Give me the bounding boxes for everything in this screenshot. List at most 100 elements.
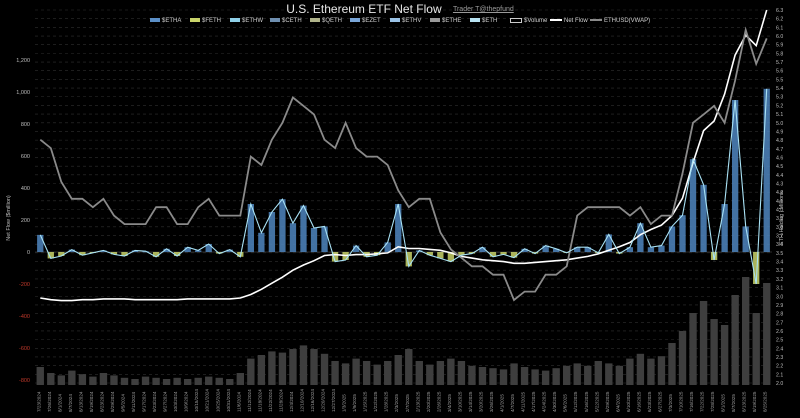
x-tick-label: 6/27/2025 bbox=[657, 391, 662, 412]
net-flow-bar bbox=[226, 249, 233, 252]
volume-bar bbox=[668, 343, 676, 385]
legend-swatch bbox=[430, 18, 440, 23]
volume-bar bbox=[731, 295, 739, 385]
volume-bar bbox=[763, 283, 771, 385]
legend-item[interactable]: $ETHV bbox=[390, 18, 421, 24]
y-tick-label-right: 3.5 bbox=[776, 251, 783, 257]
net-flow-bar bbox=[47, 252, 54, 259]
legend-item[interactable]: $ETHA bbox=[150, 18, 181, 24]
y-axis-left-ticks: 1,200 1,000 800 600 400 200 0 -200 -400 -600 -800 bbox=[16, 58, 30, 384]
y-tick-label-right: 5.8 bbox=[776, 51, 783, 57]
x-tick-label: 8/1/2025 bbox=[721, 394, 726, 412]
legend-item[interactable]: $EZET bbox=[350, 18, 381, 24]
x-tick-label: 1/28/2025 bbox=[384, 391, 389, 412]
y-tick-label-right: 4.8 bbox=[776, 138, 783, 144]
net-flow-bar bbox=[131, 250, 139, 252]
net-flow-bar bbox=[742, 226, 749, 252]
legend-item[interactable]: $ETH bbox=[470, 18, 497, 24]
volume-bar bbox=[510, 363, 518, 385]
legend-item[interactable]: $QETH bbox=[310, 18, 342, 24]
net-flow-bar bbox=[753, 252, 760, 284]
legend-item[interactable]: $Volume bbox=[510, 18, 547, 24]
legend-swatch bbox=[310, 18, 320, 23]
net-flow-bar bbox=[647, 247, 655, 252]
volume-bar bbox=[657, 356, 666, 385]
legend-item[interactable]: $FETH bbox=[190, 18, 221, 24]
volume-bar bbox=[405, 349, 413, 385]
x-tick-label: 8/7/2024 bbox=[68, 394, 73, 412]
volume-bar bbox=[320, 353, 329, 385]
x-tick-label: 12/4/2024 bbox=[289, 391, 294, 412]
volume-bar bbox=[36, 367, 44, 385]
volume-bar bbox=[257, 355, 266, 385]
x-tick-label: 11/12/2024 bbox=[247, 389, 252, 412]
y-tick-label-right: 5.9 bbox=[776, 43, 783, 49]
legend-item[interactable]: Net Flow bbox=[550, 18, 588, 24]
net-flow-bar bbox=[110, 252, 118, 255]
net-flow-bar bbox=[763, 88, 770, 252]
chart-subtitle[interactable]: Trader T@thepfund bbox=[452, 6, 514, 14]
net-flow-bar bbox=[553, 248, 560, 252]
legend-label: $ETH bbox=[482, 18, 498, 24]
x-tick-label: 11/18/2024 bbox=[257, 389, 262, 412]
legend-item[interactable]: $ETHW bbox=[230, 18, 263, 24]
net-flow-bar bbox=[121, 252, 128, 256]
volume-bar bbox=[689, 313, 697, 385]
y-tick-label-right: 2.2 bbox=[776, 364, 783, 370]
volume-bar bbox=[268, 351, 276, 385]
net-flow-bar bbox=[258, 232, 265, 252]
volume-bar bbox=[447, 358, 455, 385]
legend-swatch bbox=[270, 18, 280, 23]
volume-bar bbox=[352, 358, 360, 385]
volume-bar bbox=[310, 349, 318, 385]
legend-item[interactable]: $CETH bbox=[270, 18, 302, 24]
net-flow-bar bbox=[500, 252, 507, 255]
legend-item[interactable]: $ETHE bbox=[430, 18, 461, 24]
x-tick-label: 12/10/2024 bbox=[299, 389, 304, 412]
y-tick-label-right: 2.1 bbox=[776, 372, 783, 378]
volume-bar bbox=[647, 358, 655, 385]
y-tick-label-right: 3.3 bbox=[776, 268, 783, 274]
legend-swatch bbox=[470, 18, 480, 23]
legend-item[interactable]: ETHUSD(VWAP) bbox=[590, 18, 650, 24]
x-tick-label: 5/6/2025 bbox=[563, 394, 568, 412]
gridlines bbox=[35, 9, 772, 384]
volume-bar bbox=[120, 377, 129, 385]
x-tick-label: 10/15/2024 bbox=[194, 389, 199, 412]
legend-swatch bbox=[550, 19, 562, 22]
chart-title-text: U.S. Ethereum ETF Net Flow bbox=[286, 2, 442, 16]
volume-bar bbox=[541, 370, 550, 385]
x-tick-label: 6/4/2025 bbox=[615, 394, 620, 412]
volume-bars bbox=[36, 277, 771, 385]
y-tick-label-left: -600 bbox=[19, 346, 30, 352]
net-flow-bar bbox=[510, 252, 518, 258]
x-tick-label: 1/22/2025 bbox=[373, 391, 378, 412]
y-tick-label-right: 4.6 bbox=[776, 155, 783, 161]
x-tick-label: 7/3/2025 bbox=[668, 394, 673, 412]
vwap-line bbox=[39, 26, 768, 302]
volume-bar bbox=[584, 365, 592, 385]
x-tick-label: 8/25/2025 bbox=[763, 391, 768, 412]
net-flow-bar bbox=[268, 212, 276, 252]
net-flow-bar bbox=[321, 226, 328, 252]
x-tick-label: 7/22/2025 bbox=[700, 391, 705, 412]
x-tick-label: 3/10/2025 bbox=[457, 391, 462, 412]
net-flow-bar bbox=[247, 204, 254, 252]
net-flow-bar bbox=[437, 252, 444, 259]
net-flow-bar bbox=[489, 252, 497, 257]
y-tick-label-left: 0 bbox=[27, 250, 30, 256]
net-flow-bar bbox=[289, 223, 297, 252]
net-flow-bar bbox=[542, 245, 549, 252]
y-tick-label-right: 5.4 bbox=[776, 86, 783, 92]
volume-bar bbox=[468, 365, 476, 385]
x-tick-label: 7/26/2024 bbox=[47, 391, 52, 412]
x-tick-label: 9/5/2024 bbox=[120, 394, 125, 412]
volume-bar bbox=[341, 363, 350, 385]
x-tick-label: 9/17/2024 bbox=[142, 391, 147, 412]
legend-label: $CETH bbox=[282, 18, 302, 24]
x-tick-label: 3/4/2025 bbox=[447, 394, 452, 412]
x-tick-label: 7/28/2025 bbox=[710, 391, 715, 412]
volume-bar bbox=[605, 363, 613, 385]
volume-bar bbox=[299, 345, 308, 385]
volume-bar bbox=[678, 331, 687, 385]
